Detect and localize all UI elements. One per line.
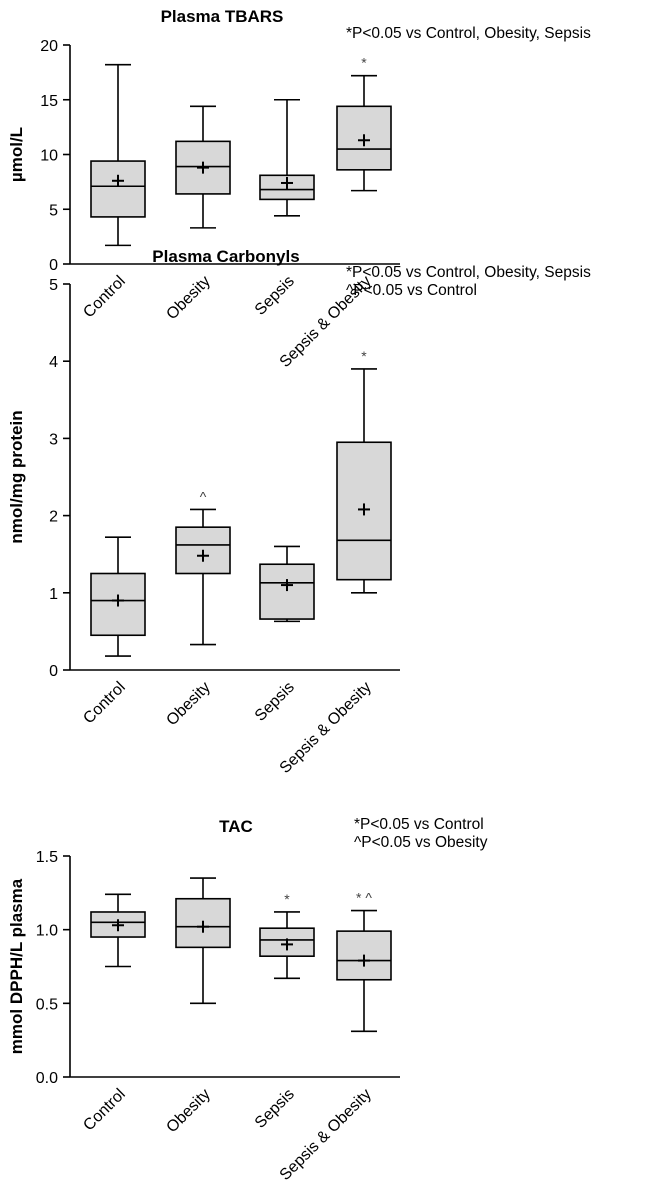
x-tick-label: Sepsis [252, 273, 298, 319]
y-tick-label: 0.0 [36, 1070, 58, 1087]
box-control [90, 536, 146, 657]
box-obesity: ^ [175, 488, 231, 646]
y-tick-label: 4 [49, 354, 58, 371]
y-tick-label: 1 [49, 586, 58, 603]
y-tick-label: 1.0 [36, 923, 58, 940]
y-tick-label: 5 [49, 202, 58, 219]
significance-mark: ^ [200, 488, 207, 504]
box-iqr [175, 526, 231, 575]
x-tick-label: Control [80, 679, 128, 727]
significance-mark: * ^ [356, 890, 372, 906]
box-control [90, 893, 146, 968]
x-tick-label: Sepsis [252, 1086, 298, 1132]
chart-title: Plasma Carbonyls [152, 247, 299, 266]
significance-mark: * [284, 891, 290, 907]
mean-marker [281, 579, 293, 592]
significance-note: *P<0.05 vs Control [354, 816, 484, 833]
box-control [90, 63, 146, 247]
x-tick-label: Obesity [163, 273, 213, 323]
mean-marker [197, 161, 209, 174]
mean-marker [281, 176, 293, 189]
significance-note: ^P<0.05 vs Obesity [354, 834, 488, 851]
box-obesity [175, 877, 231, 1005]
mean-marker [112, 594, 124, 607]
y-tick-label: 20 [40, 38, 58, 55]
box-sepsis [259, 98, 315, 217]
x-tick-label: Obesity [163, 1086, 213, 1136]
chart-panel-1: Plasma TBARS *P<0.05 vs Control, Obesity,… [7, 7, 591, 371]
box-iqr [259, 563, 315, 620]
chart-panel-2: Plasma Carbonyls *P<0.05 vs Control, Obes… [7, 247, 591, 777]
y-tick-label: 0.5 [36, 996, 58, 1013]
x-tick-label: Control [80, 1086, 128, 1134]
y-tick-label: 2 [49, 509, 58, 526]
x-tick-label: Sepsis [252, 679, 298, 725]
significance-mark: * [361, 348, 367, 364]
x-tick-label: Control [80, 273, 128, 321]
significance-note: ^P<0.05 vs Control [346, 282, 477, 299]
mean-marker [197, 549, 209, 562]
chart-panel-3: TAC *P<0.05 vs Control^P<0.05 vs Obesity m… [7, 816, 488, 1184]
y-tick-label: 1.5 [36, 849, 58, 866]
significance-note: *P<0.05 vs Control, Obesity, Sepsis [346, 264, 591, 281]
mean-marker [197, 920, 209, 933]
box-sepsis-obesity: * [336, 348, 392, 594]
y-axis-label: µmol/L [7, 127, 26, 182]
mean-marker [358, 954, 370, 967]
y-tick-label: 15 [40, 93, 58, 110]
y-tick-label: 5 [49, 277, 58, 294]
y-axis-label: mmol DPPH/L plasma [7, 878, 26, 1054]
y-tick-label: 10 [40, 148, 58, 165]
mean-marker [281, 938, 293, 951]
mean-marker [112, 919, 124, 932]
box-sepsis [259, 545, 315, 623]
significance-note: *P<0.05 vs Control, Obesity, Sepsis [346, 25, 591, 42]
mean-marker [358, 503, 370, 516]
significance-mark: * [361, 55, 367, 71]
box-iqr [90, 160, 146, 218]
box-sepsis: * [259, 891, 315, 980]
chart-title: TAC [219, 817, 253, 836]
x-tick-label: Obesity [163, 679, 213, 729]
box-sepsis-obesity: * [336, 55, 392, 192]
chart-title: Plasma TBARS [161, 7, 284, 26]
mean-marker [112, 174, 124, 187]
y-tick-label: 0 [49, 663, 58, 680]
mean-marker [358, 134, 370, 147]
y-tick-label: 0 [49, 257, 58, 274]
y-tick-label: 3 [49, 431, 58, 448]
y-axis-label: nmol/mg protein [7, 410, 26, 543]
box-sepsis-obesity: * ^ [336, 890, 392, 1033]
box-obesity [175, 105, 231, 229]
